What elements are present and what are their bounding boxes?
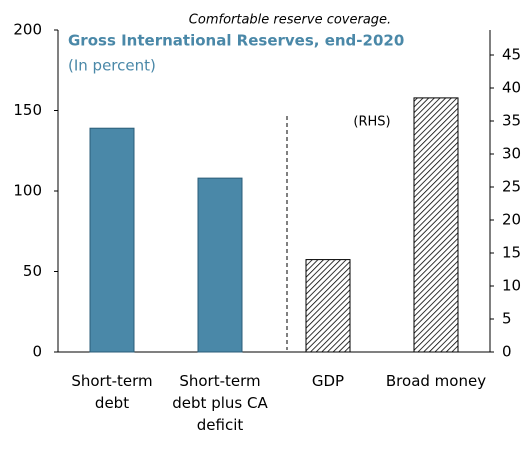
y2-tick-label: 30 bbox=[502, 145, 521, 163]
y-tick-label: 100 bbox=[13, 182, 42, 200]
bar bbox=[413, 97, 459, 353]
chart-title: Comfortable reserve coverage. bbox=[189, 13, 391, 28]
bar bbox=[89, 127, 135, 353]
y2-tick-label: 25 bbox=[502, 178, 521, 196]
x-tick-label: GDP bbox=[311, 372, 345, 390]
x-tick-label: Broad money bbox=[385, 372, 487, 390]
y2-tick-label: 35 bbox=[502, 112, 521, 130]
y2-tick-label: 5 bbox=[502, 310, 512, 328]
x-tick-label: Short-term debt bbox=[71, 372, 153, 412]
chart-subtitle: Gross International Reserves, end-2020 bbox=[68, 32, 404, 50]
y-tick-label: 0 bbox=[32, 343, 42, 361]
y-tick-label: 200 bbox=[13, 21, 42, 39]
y2-tick-label: 10 bbox=[502, 277, 521, 295]
y2-tick-label: 40 bbox=[502, 79, 521, 97]
y2-tick-label: 20 bbox=[502, 211, 521, 229]
y2-tick-label: 0 bbox=[502, 343, 512, 361]
y-tick-label: 50 bbox=[23, 262, 42, 280]
bar bbox=[305, 259, 351, 353]
annotation: (RHS) bbox=[353, 115, 390, 130]
x-tick-label: Short-term debt plus CA deficit bbox=[172, 372, 268, 434]
y2-tick-label: 45 bbox=[502, 46, 521, 64]
unit-note: (In percent) bbox=[68, 57, 156, 75]
y-tick-label: 150 bbox=[13, 101, 42, 119]
y2-tick-label: 15 bbox=[502, 244, 521, 262]
bar bbox=[197, 177, 243, 353]
